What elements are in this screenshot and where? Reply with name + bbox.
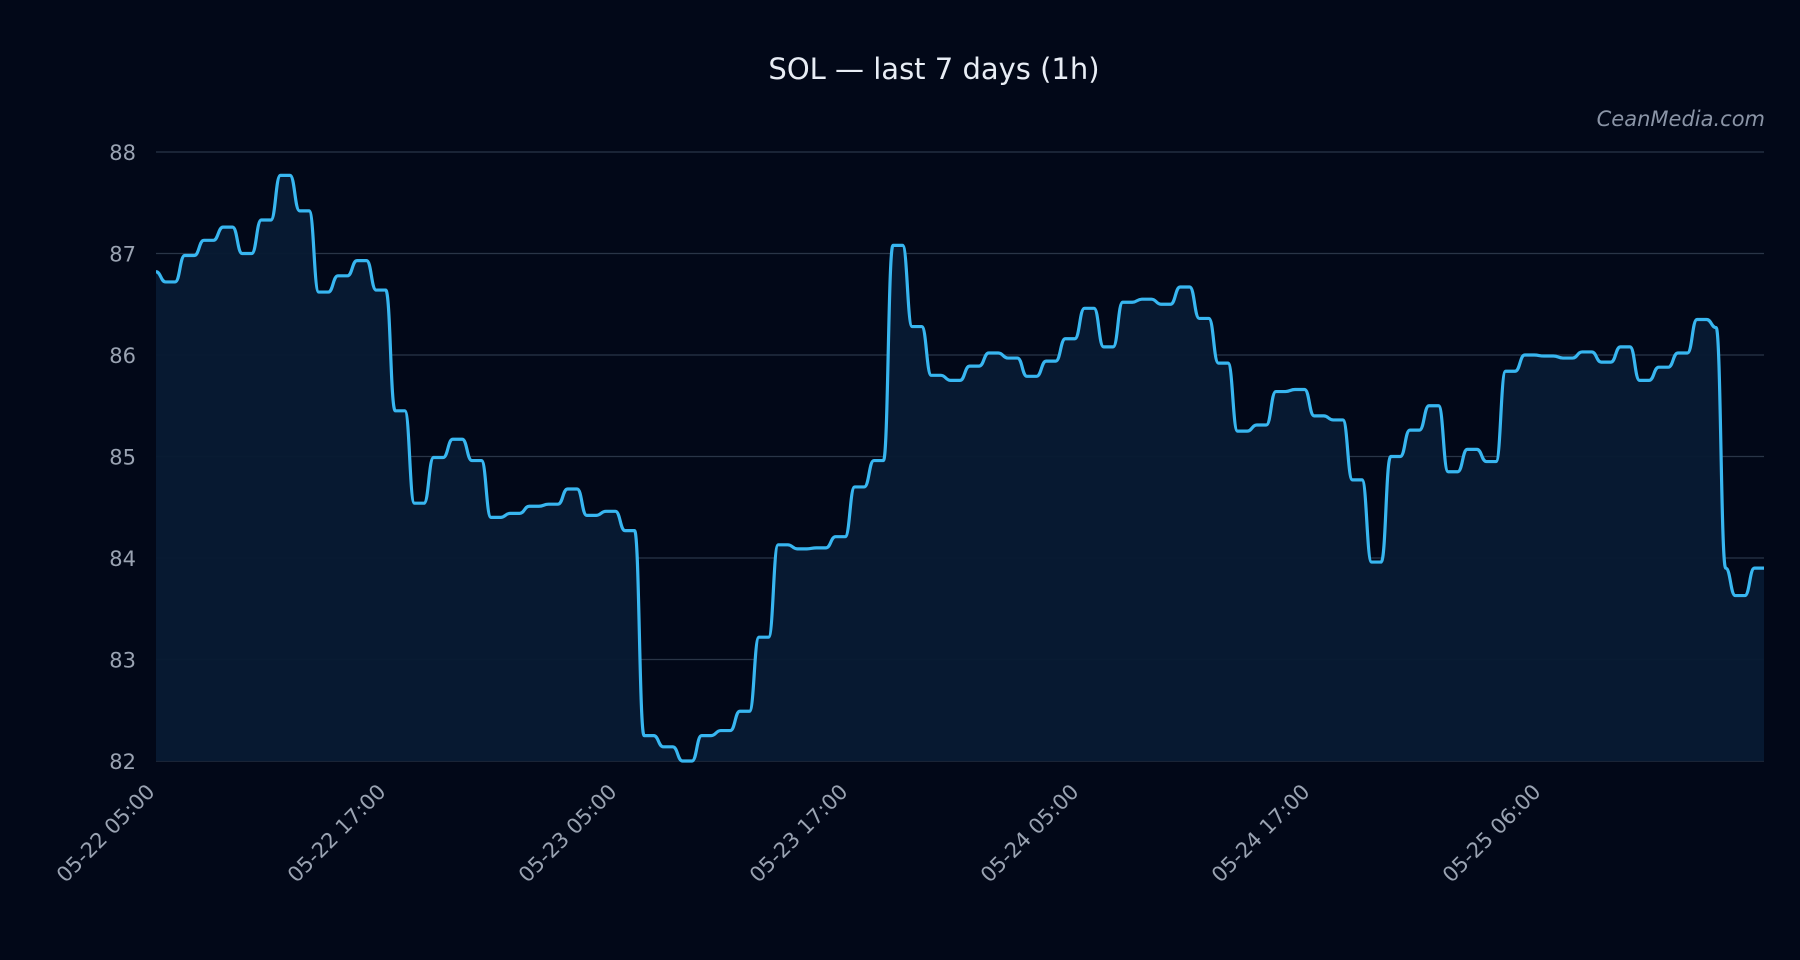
x-axis-ticks: 05-22 05:00 05-22 17:00 05-23 05:00 05-23 1… <box>52 780 1546 888</box>
y-tick-label: 83 <box>109 649 136 673</box>
y-tick-label: 87 <box>109 243 136 267</box>
y-tick-label: 82 <box>109 750 136 774</box>
y-tick-label: 85 <box>109 446 136 470</box>
x-tick-label: 05-22 05:00 <box>52 780 160 888</box>
x-tick-label: 05-24 05:00 <box>976 780 1084 888</box>
y-axis-ticks: 82 83 84 85 86 87 88 <box>109 141 136 774</box>
price-line <box>155 173 1764 763</box>
y-tick-label: 88 <box>109 141 136 165</box>
x-tick-label: 05-23 17:00 <box>745 780 853 888</box>
x-tick-label: 05-25 06:00 <box>1438 780 1546 888</box>
y-tick-label: 86 <box>109 344 136 368</box>
x-tick-label: 05-24 17:00 <box>1207 780 1315 888</box>
x-tick-label: 05-22 17:00 <box>283 780 391 888</box>
price-area-fill <box>156 175 1764 762</box>
watermark-text: CeanMedia.com <box>1596 107 1765 131</box>
x-tick-label: 05-23 05:00 <box>514 780 622 888</box>
chart-title: SOL — last 7 days (1h) <box>768 52 1100 86</box>
y-tick-label: 84 <box>109 547 136 571</box>
